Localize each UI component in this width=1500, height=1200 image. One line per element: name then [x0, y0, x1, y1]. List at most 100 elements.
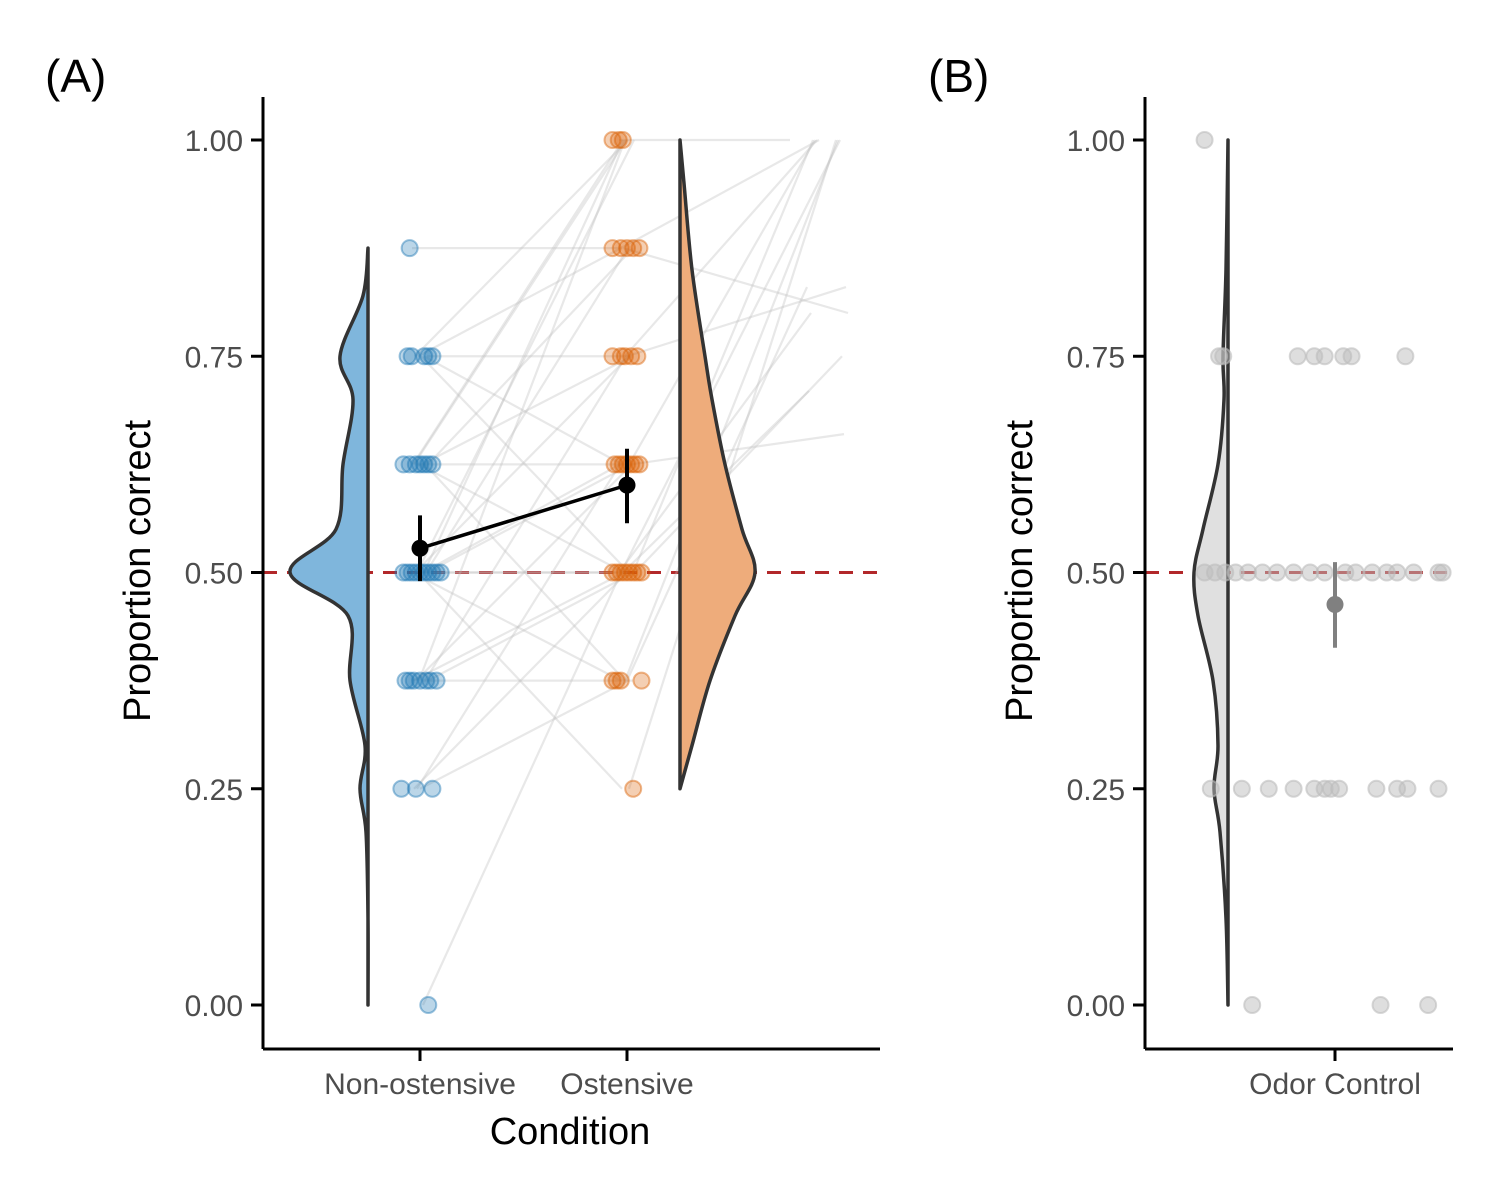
point-non-ostensive	[423, 347, 442, 366]
point-odor-control	[1342, 347, 1361, 366]
point-non-ostensive	[396, 671, 415, 690]
point-ostensive	[611, 563, 630, 582]
point-non-ostensive	[421, 671, 440, 690]
point-ostensive	[624, 779, 643, 798]
point-ostensive	[624, 563, 643, 582]
paired-line	[421, 572, 623, 1006]
point-odor-control	[1433, 563, 1452, 582]
paired-line	[425, 247, 629, 574]
point-ostensive	[603, 239, 622, 258]
x-tick-label-odor-control: Odor Control	[1249, 1068, 1421, 1101]
mean-ostensive	[618, 476, 636, 494]
point-non-ostensive	[419, 347, 438, 366]
point-odor-control	[1396, 347, 1415, 366]
point-ostensive	[618, 239, 636, 258]
point-non-ostensive	[423, 455, 442, 474]
point-odor-control	[1398, 779, 1417, 798]
paired-line	[420, 355, 630, 574]
paired-line	[630, 433, 845, 466]
point-ostensive	[607, 671, 626, 690]
point-ostensive	[632, 671, 651, 690]
y-tick-label: 0.25	[1067, 774, 1125, 807]
point-non-ostensive	[411, 671, 429, 690]
point-non-ostensive	[415, 455, 434, 474]
x-tick-label-non-ostensive: Non-ostensive	[324, 1068, 516, 1101]
panel-a: 0.00 0.25 0.50 0.75 1.00 Non-ostensive Ostens…	[117, 97, 880, 1153]
point-ostensive	[615, 563, 634, 582]
point-odor-control	[1388, 563, 1407, 582]
point-non-ostensive	[394, 563, 413, 582]
paired-line	[415, 463, 633, 682]
point-ostensive	[622, 347, 641, 366]
point-non-ostensive	[427, 671, 446, 690]
point-odor-control	[1429, 779, 1448, 798]
paired-line	[416, 139, 635, 573]
paired-lines	[411, 138, 849, 1006]
paired-line	[413, 139, 627, 465]
point-non-ostensive	[398, 347, 417, 366]
mean-ci-b	[1326, 562, 1344, 648]
point-odor-control	[1232, 779, 1251, 798]
point-odor-control	[1268, 563, 1287, 582]
point-odor-control	[1371, 996, 1390, 1014]
paired-line	[417, 571, 623, 790]
point-ostensive	[611, 347, 630, 366]
paired-line	[424, 355, 627, 682]
paired-line	[427, 247, 634, 466]
point-ostensive	[609, 131, 628, 149]
point-odor-control	[1195, 131, 1214, 149]
point-non-ostensive	[411, 455, 429, 474]
point-ostensive	[611, 239, 630, 258]
point-non-ostensive	[400, 239, 419, 258]
paired-line	[413, 571, 628, 790]
point-ostensive	[620, 563, 639, 582]
point-odor-control	[1346, 563, 1365, 582]
point-odor-control	[1315, 563, 1334, 582]
paired-line	[423, 139, 624, 573]
y-tick-label: 0.00	[1067, 990, 1125, 1023]
mean-odor-control	[1326, 596, 1344, 614]
point-ostensive	[630, 455, 649, 474]
paired-line	[627, 139, 838, 790]
point-ostensive	[632, 563, 651, 582]
point-non-ostensive	[431, 563, 450, 582]
mean-non-ostensive	[411, 539, 429, 557]
paired-line	[414, 139, 629, 358]
density-clouds-a	[288, 138, 757, 1007]
panel-b: 0.00 0.25 0.50 0.75 1.00 Odor Control Propor…	[999, 97, 1453, 1101]
paired-line	[414, 355, 630, 574]
point-odor-control	[1367, 779, 1386, 798]
point-ostensive	[628, 347, 647, 366]
point-ostensive	[630, 239, 649, 258]
paired-line	[412, 571, 625, 682]
point-non-ostensive	[427, 563, 446, 582]
paired-line	[426, 463, 632, 574]
y-tick-label: 0.25	[185, 774, 243, 807]
point-non-ostensive	[423, 779, 442, 798]
paired-line	[416, 463, 621, 790]
point-odor-control	[1284, 779, 1303, 798]
mean-ci-a	[411, 448, 636, 582]
paired-line	[424, 463, 626, 682]
y-tick-label: 0.50	[1067, 558, 1125, 591]
point-non-ostensive	[392, 779, 411, 798]
point-non-ostensive	[400, 671, 419, 690]
point-non-ostensive	[398, 563, 417, 582]
point-odor-control	[1214, 347, 1233, 366]
y-tick-label: 0.75	[185, 341, 243, 374]
point-ostensive	[607, 563, 626, 582]
y-tick-label: 0.00	[185, 990, 243, 1023]
paired-line	[626, 286, 847, 358]
point-odor-control	[1315, 347, 1334, 366]
point-odor-control	[1284, 563, 1303, 582]
point-non-ostensive	[400, 455, 419, 474]
x-tick-label-ostensive: Ostensive	[560, 1068, 693, 1101]
paired-line	[427, 571, 635, 682]
paired-line	[620, 139, 820, 250]
point-ostensive	[615, 347, 634, 366]
point-non-ostensive	[419, 455, 438, 474]
paired-line	[417, 139, 627, 682]
point-non-ostensive	[417, 671, 436, 690]
panel-label-b: (B)	[928, 50, 989, 102]
